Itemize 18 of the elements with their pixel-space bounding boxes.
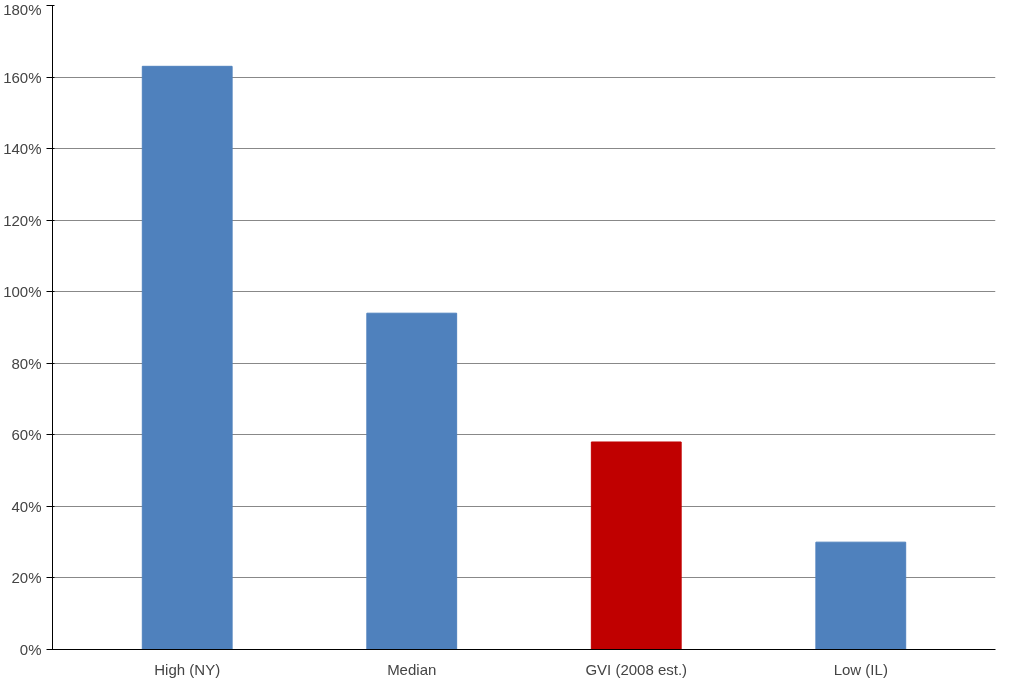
x-tick-label: Low (IL) bbox=[833, 660, 888, 678]
y-tick-label: 20% bbox=[11, 569, 42, 587]
y-tick-label: 0% bbox=[19, 641, 42, 658]
x-tick-label: High (NY) bbox=[154, 660, 221, 678]
x-tick-label: GVI (2008 est.) bbox=[585, 660, 688, 678]
y-tick-label: 140% bbox=[3, 140, 42, 158]
y-tick-label: 120% bbox=[3, 211, 42, 229]
y-tick-label: 40% bbox=[11, 497, 42, 515]
y-tick-label: 80% bbox=[11, 354, 42, 372]
y-tick-label: 180% bbox=[3, 0, 42, 18]
bar bbox=[141, 65, 233, 650]
bar bbox=[815, 541, 907, 650]
y-tick-label: 100% bbox=[3, 283, 42, 301]
x-tick-label: Median bbox=[387, 660, 437, 678]
y-tick-label: 60% bbox=[11, 426, 42, 444]
bar bbox=[590, 441, 682, 650]
bar bbox=[366, 312, 458, 650]
y-tick-label: 160% bbox=[3, 68, 42, 86]
